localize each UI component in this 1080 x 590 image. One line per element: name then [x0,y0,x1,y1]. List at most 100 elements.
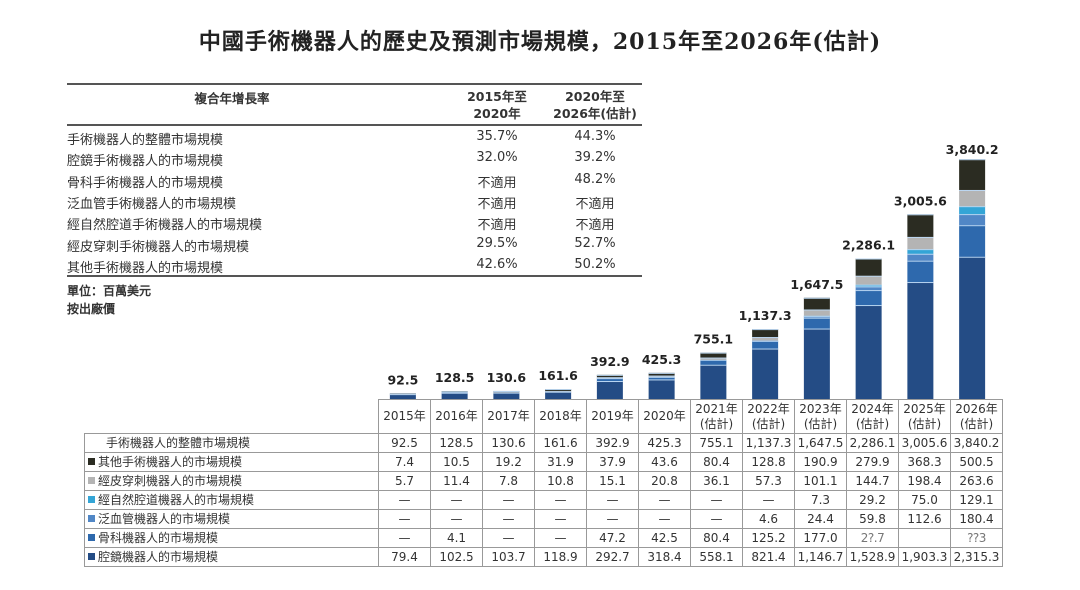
chart-title: 中國手術機器人的歷史及預測市場規模，2015年至2026年(估計) [198,29,882,55]
bar-segment [700,359,727,365]
cagr-top-rule [67,83,642,85]
table-cell: 4.1 [430,528,483,548]
data-table: 2015年 2016年 2017年 2018年 2019年 2020年 2021年 (估計) 2… [84,399,1003,567]
bar-segment [855,290,882,306]
cagr-value-2020-2026: 48.2% [574,171,616,187]
row-label: 經皮穿刺機器人的市場規模 [84,471,379,491]
bar-segment [441,391,468,392]
row-label: 手術機器人的整體市場規模 [84,433,379,453]
bar-segment [855,275,882,285]
cagr-row: 骨科手術機器人的市場規模 不適用 48.2% [67,170,642,192]
bar-total-label: 392.9 [590,354,630,369]
bar-total-label: 425.3 [642,352,682,367]
table-cell: 75.0 [898,490,951,510]
bar-segment-separator [596,377,623,379]
table-cell: — [482,528,535,548]
bar-segment-separator [907,249,934,251]
bar-segment-separator [803,297,830,299]
table-row: 骨科機器人的市場規模 —4.1— —47.2 42.5 80.4 125.2 177.0 2?… [84,528,1003,548]
table-cell: 57.3 [742,471,795,491]
unit-line: 單位：百萬美元 [67,284,152,298]
bar-segment [700,364,727,399]
table-cell: 103.7 [482,547,535,567]
table-cell: ??3 [950,528,1003,548]
cagr-value-2015-2020: 不適用 [477,196,517,212]
bar-segment [959,225,986,257]
table-row: 泛血管機器人的市場規模 — — — — — — —4.6 24.4 59.8 112.6 180.4 [84,509,1003,529]
bar-segment [959,189,986,207]
estimate-label: (估計) [855,416,890,431]
bar-segment [648,375,675,377]
bar-segment-separator [855,305,882,307]
year-label: 2024年 [851,401,894,416]
bar-segment [803,297,830,310]
table-cell: — [690,490,743,510]
table-cell: 24.4 [794,509,847,529]
table-cell: 20.8 [638,471,691,491]
bar-segment-separator [700,359,727,361]
cagr-row: 其他手術機器人的市場規模 42.6% 50.2% [67,255,642,277]
table-cell: 80.4 [690,452,743,472]
year-header: 2019年 [586,399,639,434]
bar-segment [959,159,986,190]
table-cell: 318.4 [638,547,691,567]
cagr-row-label: 其他手術機器人的市場規模 [67,260,224,276]
cagr-row-label: 經皮穿刺手術機器人的市場規模 [67,239,250,255]
cagr-value-2015-2020: 不適用 [477,218,517,234]
table-cell: — [430,490,483,510]
bar-segment-separator [648,376,675,378]
table-cell: 118.9 [534,547,587,567]
table-cell: 125.2 [742,528,795,548]
table-cell: 279.9 [846,452,899,472]
year-header: 2025年 (估計) [898,399,951,434]
legend-swatch-icon [88,496,95,503]
table-cell: 263.6 [950,471,1003,491]
bar-segment-separator [907,214,934,216]
row-label-text: 手術機器人的整體市場規模 [106,436,251,450]
row-label-text: 骨科機器人的市場規模 [98,531,219,545]
table-cell: 129.1 [950,490,1003,510]
cagr-value-2020-2026: 不適用 [575,196,615,212]
bar-segment-separator [855,284,882,286]
bar-segment [596,381,623,399]
table-row-total: 手術機器人的整體市場規模 92.5 128.5 130.6 161.6 392.9 425.… [84,433,1003,453]
bar-segment-separator [752,340,779,342]
table-row: 腔鏡機器人的市場規模 79.4 102.5 103.7 118.9 292.7 318.4 5… [84,547,1003,567]
bar-segment [907,249,934,254]
bar-segment-separator [907,260,934,262]
table-cell: — [534,490,587,510]
row-label: 骨科機器人的市場規模 [84,528,379,548]
table-cell: 10.5 [430,452,483,472]
bar-segment [700,357,727,360]
bar-segment [907,236,934,250]
table-cell: 128.8 [742,452,795,472]
cagr-row: 泛血管手術機器人的市場規模 不適用 不適用 [67,191,642,213]
bar-segment [752,340,779,349]
year-header: 2020年 [638,399,691,434]
cagr-header-col1: 2015年至 2020年 [447,88,547,122]
year-header: 2018年 [534,399,587,434]
bar-total-label: 128.5 [435,370,475,385]
cagr-row: 腔鏡手術機器人的市場規模 32.0% 39.2% [67,148,642,170]
bar-segment [752,337,779,341]
bar-segment-separator [803,316,830,318]
table-cell: — [534,528,587,548]
table-cell: 36.1 [690,471,743,491]
bar-segment-separator [752,348,779,350]
legend-swatch-icon [88,534,95,541]
bar-segment [803,317,830,329]
year-label: 2022年 [747,401,790,416]
table-cell: 198.4 [898,471,951,491]
year-label: 2020年 [643,409,686,423]
table-header-blank [84,399,379,434]
table-cell: 1,647.5 [794,433,847,453]
cagr-value-2020-2026: 44.3% [574,129,616,144]
bar-segment-separator [959,206,986,208]
bar-segment [803,316,830,318]
bar-segment-separator [493,392,520,394]
cagr-row-label: 手術機器人的整體市場規模 [67,133,224,148]
bar-segment [545,391,572,392]
table-cell: 144.7 [846,471,899,491]
cagr-header-col2-line1: 2020年至 [565,89,625,104]
row-label-text: 其他手術機器人的市場規模 [98,455,243,469]
